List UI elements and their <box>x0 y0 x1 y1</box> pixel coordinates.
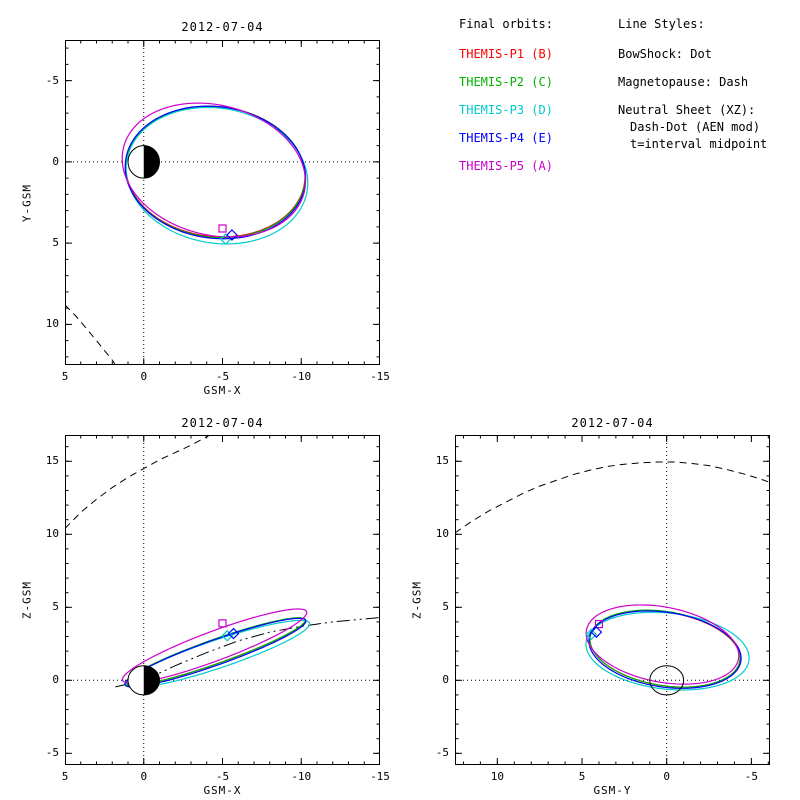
plot-xy-title: 2012-07-04 <box>181 20 264 34</box>
final-orbits-title: Final orbits: <box>459 17 553 31</box>
legend-entry-themis-p3: THEMIS-P3 (D) <box>459 103 553 117</box>
plot-xy-yaxis-label: Y-GSM <box>20 183 34 223</box>
plot-yz-panel <box>455 435 770 765</box>
line-style-neutral-sheet: Neutral Sheet (XZ): <box>618 103 756 117</box>
y-tick-label: 10 <box>45 527 59 541</box>
y-tick-label: -5 <box>45 73 59 87</box>
y-tick-label: -5 <box>45 746 59 760</box>
final-orbits-legend: Final orbits: THEMIS-P1 (B) THEMIS-P2 (C… <box>459 18 553 188</box>
y-tick-label: 5 <box>52 236 59 250</box>
plot-xz-panel <box>65 435 380 765</box>
line-style-bowshock: BowShock: Dot <box>618 47 712 61</box>
line-style-magnetopause: Magnetopause: Dash <box>618 75 749 89</box>
x-tick-label: -15 <box>370 770 390 783</box>
legend-entry-themis-p1: THEMIS-P1 (B) <box>459 47 553 61</box>
y-tick-label: 0 <box>442 673 449 687</box>
y-tick-label: 0 <box>52 673 59 687</box>
x-tick-label: 0 <box>140 770 148 783</box>
y-tick-label: 10 <box>45 317 59 331</box>
plot-yz-title: 2012-07-04 <box>571 416 654 430</box>
y-tick-label: 0 <box>52 154 59 168</box>
legend-entry-themis-p5: THEMIS-P5 (A) <box>459 159 553 173</box>
legend-entry-themis-p4: THEMIS-P4 (E) <box>459 131 553 145</box>
plot-xy-panel <box>65 40 380 365</box>
y-tick-label: 5 <box>442 600 449 614</box>
line-style-midpoint-note: t=interval midpoint <box>630 137 768 151</box>
x-tick-label: 0 <box>663 770 670 783</box>
x-tick-label: 5 <box>578 770 586 783</box>
line-style-neutral-sheet-style: Dash-Dot (AEN mod) <box>630 120 761 134</box>
x-tick-label: 5 <box>61 370 69 383</box>
x-tick-label: -5 <box>215 770 230 783</box>
x-tick-label: 5 <box>61 770 69 783</box>
x-tick-label: -5 <box>215 370 230 383</box>
y-tick-label: -5 <box>435 746 449 760</box>
plot-xz-title: 2012-07-04 <box>181 416 264 430</box>
plot-xy-xaxis-label: GSM-X <box>203 384 242 397</box>
x-tick-label: 10 <box>490 770 504 783</box>
line-styles-title: Line Styles: <box>618 17 705 31</box>
x-tick-label: -10 <box>291 370 312 383</box>
y-tick-label: 5 <box>52 600 59 614</box>
line-styles-legend: Line Styles: BowShock: Dot Magnetopause:… <box>618 18 767 155</box>
plot-xz-xaxis-label: GSM-X <box>203 784 242 797</box>
x-tick-label: -15 <box>370 370 390 383</box>
y-tick-label: 15 <box>45 454 59 468</box>
y-tick-label: 10 <box>435 527 449 541</box>
y-tick-label: 15 <box>435 454 449 468</box>
x-tick-label: -5 <box>744 770 758 783</box>
x-tick-label: 0 <box>140 370 148 383</box>
legend-entry-themis-p2: THEMIS-P2 (C) <box>459 75 553 89</box>
plot-yz-xaxis-label: GSM-Y <box>593 784 632 797</box>
x-tick-label: -10 <box>291 770 312 783</box>
